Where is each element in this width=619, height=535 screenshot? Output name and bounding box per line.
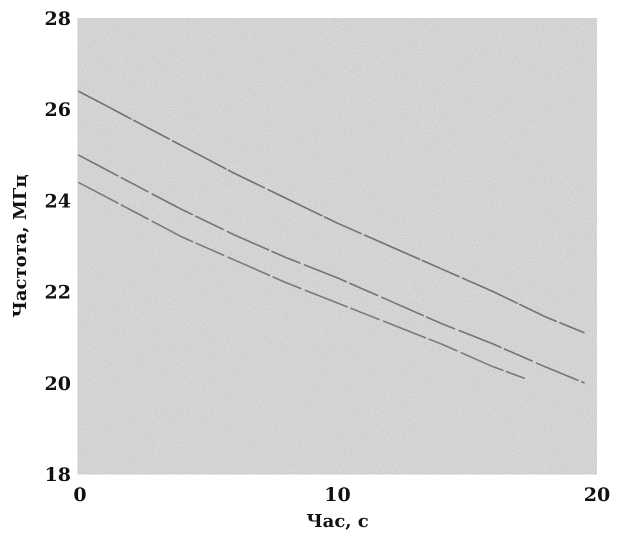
y-tick-label: 22 [45,282,71,304]
x-tick-label: 0 [73,484,86,506]
series-line-1 [77,90,585,334]
ticks-layer: 18 20 22 24 26 28 0 10 20 [45,8,611,506]
series-layer [77,90,585,384]
x-tick-label: 10 [324,484,350,506]
y-tick-label: 26 [45,99,71,121]
y-tick-label: 20 [45,373,71,395]
plot-noise-texture [78,18,597,474]
plot-area [78,18,597,474]
x-tick-label: 20 [584,484,610,506]
series-line-3 [77,181,526,380]
series-line-2 [77,154,585,384]
y-tick-label: 18 [45,464,71,486]
x-axis-label: Час, с [306,511,369,532]
y-tick-label: 28 [45,8,71,30]
axes [77,18,597,475]
y-axis-label: Частота, МГц [10,174,31,317]
y-tick-label: 24 [45,190,71,212]
